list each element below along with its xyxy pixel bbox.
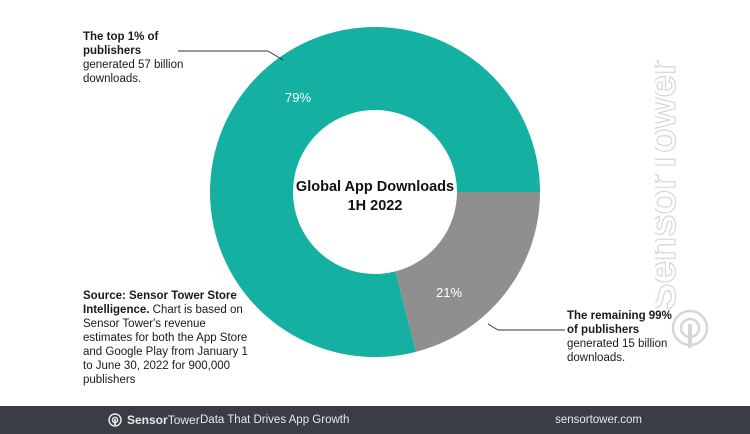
annotation-top: The top 1% of publishers generated 57 bi… [83,30,193,86]
chart-title-line-1: Global App Downloads [295,179,455,195]
sensortower-watermark: SensorTower [655,60,709,348]
annotation-source-text: Chart is based on Sensor Tower's revenue… [83,304,248,386]
watermark-logo-icon [671,309,709,348]
watermark-text: SensorTower [655,60,684,310]
sensortower-logo-icon [108,413,122,427]
donut-slice-remaining-99-percent [395,192,541,352]
footer-brand-light: Tower [167,413,200,427]
footer-bar: SensorTower Data That Drives App Growth … [0,406,750,434]
slice-label-bottom: 21% [436,285,463,300]
annotation-top-text: generated 57 billion downloads. [83,59,184,85]
footer-tagline: Data That Drives App Growth [200,414,350,426]
chart-title: Global App Downloads 1H 2022 [293,178,457,216]
annotation-bottom-text: generated 15 billion downloads. [567,338,668,364]
chart-title-line-2: 1H 2022 [347,198,403,214]
leader-line-top-diag [267,50,284,61]
footer-url[interactable]: sensortower.com [555,414,642,426]
donut-slice-top-1-percent [210,27,540,358]
annotation-top-bold: The top 1% of publishers [83,31,159,57]
annotation-bottom-bold: The remaining 99% of publishers [567,310,672,336]
donut-chart [178,27,565,358]
slice-label-top: 79% [285,90,312,105]
footer-brand-bold: Sensor [127,413,168,427]
annotation-source-bold: Source: Sensor Tower Store Intelligence. [83,290,237,316]
leader-line-bottom [487,323,499,331]
annotation-source: Source: Sensor Tower Store Intelligence.… [83,289,258,387]
footer-brand: SensorTower [108,413,200,427]
donut-slices [210,27,541,358]
annotation-bottom: The remaining 99% of publishers generate… [567,309,677,365]
